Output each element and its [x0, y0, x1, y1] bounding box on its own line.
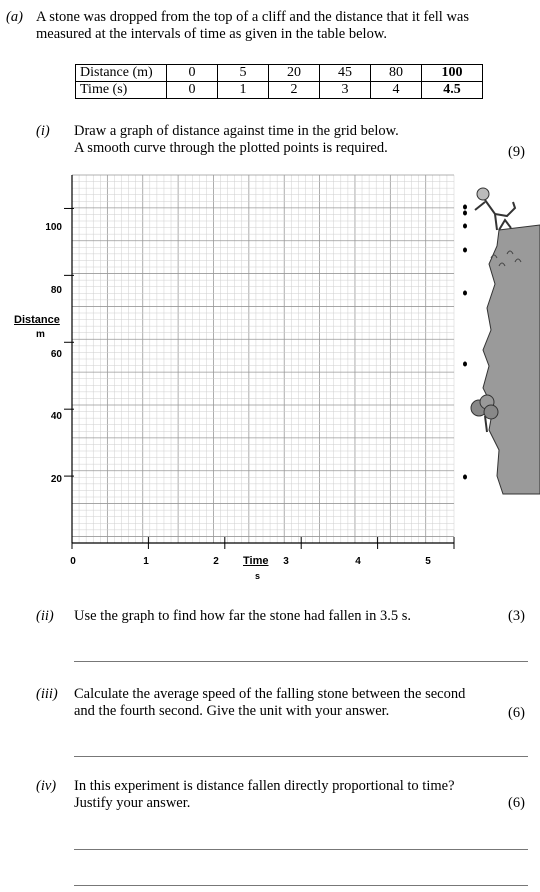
time-row: Time (s) 0 1 2 3 4 4.5	[75, 81, 483, 99]
q1-label: (i)	[36, 123, 50, 139]
q1-line2: A smooth curve through the plotted point…	[74, 140, 388, 156]
q2-marks: (3)	[508, 608, 525, 624]
tree-icon	[470, 394, 499, 433]
y-tick-label: 80	[50, 285, 62, 296]
graph-grid[interactable]	[0, 0, 540, 600]
x-axis-unit: s	[255, 571, 261, 581]
q4-label: (iv)	[36, 778, 57, 794]
cliff-illustration	[463, 187, 540, 495]
q3-marks: (6)	[508, 705, 525, 721]
y-tick-label: 100	[45, 222, 62, 233]
y-tick-label: 20	[50, 474, 62, 485]
q3-line2: and the fourth second. Give the unit wit…	[74, 703, 390, 719]
x-tick-label: 4	[355, 556, 361, 567]
part-a-label: (a)	[6, 9, 23, 25]
q3-line1: Calculate the average speed of the falli…	[74, 686, 466, 702]
person-icon	[474, 187, 517, 231]
q4-answer-line-2[interactable]	[74, 885, 528, 886]
q2-label: (ii)	[36, 608, 54, 624]
q4-answer-line-1[interactable]	[74, 849, 528, 850]
time-cell: 4.5	[421, 81, 483, 99]
y-tick-label: 40	[50, 411, 62, 422]
q4-marks: (6)	[508, 795, 525, 811]
q3-answer-line[interactable]	[74, 756, 528, 757]
distance-row-header: Distance (m)	[75, 64, 167, 82]
time-cell: 3	[319, 81, 371, 99]
q2-answer-line[interactable]	[74, 661, 528, 662]
x-tick-label: 1	[143, 556, 149, 567]
q4-line2: Justify your answer.	[74, 795, 191, 811]
grass-tufts	[490, 250, 522, 267]
distance-cell: 20	[268, 64, 320, 82]
y-axis-unit: m	[36, 329, 45, 340]
q2-line1: Use the graph to find how far the stone …	[74, 608, 412, 624]
part-a-text-line2: measured at the intervals of time as giv…	[36, 26, 387, 42]
y-tick-label: 60	[50, 349, 62, 360]
x-tick-label: 5	[425, 556, 431, 567]
x-tick-label: 0	[70, 556, 76, 567]
grid-lines	[71, 174, 455, 544]
x-tick-label: 3	[283, 556, 289, 567]
q3-label: (iii)	[36, 686, 58, 702]
time-row-header: Time (s)	[75, 81, 167, 99]
y-axis-title: Distance	[14, 314, 60, 326]
cliff-rock	[482, 224, 540, 495]
x-tick-label: 2	[213, 556, 219, 567]
part-a-text-line1: A stone was dropped from the top of a cl…	[36, 9, 470, 25]
tick-marks	[64, 207, 455, 549]
q1-marks: (9)	[508, 144, 525, 160]
q4-line1: In this experiment is distance fallen di…	[74, 778, 455, 794]
axes	[71, 175, 454, 544]
falling-stone-dots	[463, 204, 467, 480]
q1-line1: Draw a graph of distance against time in…	[74, 123, 399, 139]
data-table: Distance (m) 0 5 20 45 80 100 Time (s) 0…	[75, 64, 483, 99]
x-axis-title: Time	[243, 555, 269, 567]
